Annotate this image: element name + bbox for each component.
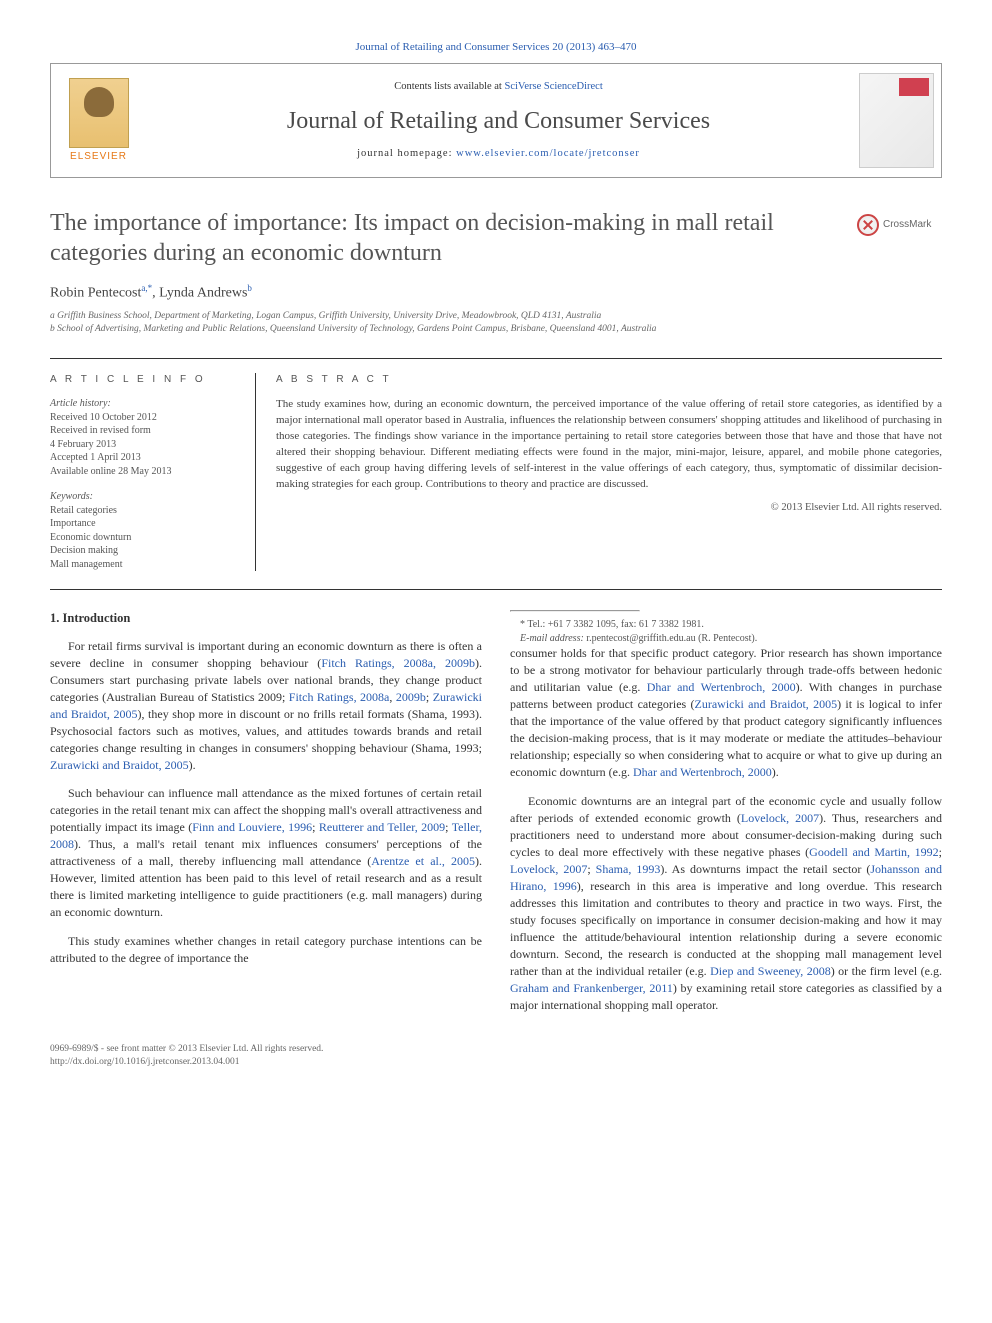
footnote-tel: * Tel.: +61 7 3382 1095, fax: 61 7 3382 … [510,618,942,632]
cite-link[interactable]: Shama, 1993 [596,862,661,876]
homepage-line: journal homepage: www.elsevier.com/locat… [357,147,640,162]
cite-link[interactable]: Lovelock, 2007 [510,862,587,876]
footer-issn: 0969-6989/$ - see front matter © 2013 El… [50,1043,942,1056]
cite-link[interactable]: Reutterer and Teller, 2009 [319,820,445,834]
cite-link[interactable]: Dhar and Wertenbroch, 2000 [647,680,796,694]
cover-image-icon [859,73,934,168]
crossmark-icon [857,214,879,236]
keywords: Keywords: Retail categories Importance E… [50,490,225,571]
footnote-email: E-mail address: r.pentecost@griffith.edu… [510,632,942,646]
abstract-copyright: © 2013 Elsevier Ltd. All rights reserved… [276,501,942,516]
publisher-name: ELSEVIER [70,150,127,164]
affiliation-b: b School of Advertising, Marketing and P… [50,323,942,336]
cite-link[interactable]: Diep and Sweeney, 2008 [710,964,831,978]
footer-doi: http://dx.doi.org/10.1016/j.jretconser.2… [50,1056,942,1069]
contents-label: Contents lists available at [394,81,502,92]
crossmark-label: CrossMark [883,218,931,232]
keyword-0: Retail categories [50,504,225,518]
keyword-4: Mall management [50,558,225,572]
elsevier-tree-icon [69,78,129,148]
scidirect-link[interactable]: SciVerse ScienceDirect [504,81,602,92]
keyword-1: Importance [50,517,225,531]
author-2-aff[interactable]: b [247,283,252,293]
author-2: , Lynda Andrews [152,286,247,301]
contents-line: Contents lists available at SciVerse Sci… [394,80,602,95]
footnote-separator [510,610,640,612]
para-1: For retail firms survival is important d… [50,638,482,774]
homepage-link[interactable]: www.elsevier.com/locate/jretconser [456,148,640,159]
para-2: Such behaviour can influence mall attend… [50,785,482,921]
cite-link[interactable]: Graham and Frankenberger, 2011 [510,981,673,995]
section-divider [50,589,942,590]
journal-cover-thumb [851,64,941,177]
top-citation: Journal of Retailing and Consumer Servic… [50,40,942,55]
cite-link[interactable]: Fitch Ratings, 2008a, 2009b [321,656,475,670]
body-columns: 1. Introduction For retail firms surviva… [50,610,942,1025]
cite-link[interactable]: Zurawicki and Braidot, 2005 [695,697,838,711]
homepage-label: journal homepage: [357,148,452,159]
history-received: Received 10 October 2012 [50,411,225,425]
corresponding-footnote: * Tel.: +61 7 3382 1095, fax: 61 7 3382 … [510,618,942,645]
cite-link[interactable]: Arentze et al., 2005 [371,854,475,868]
para-5: Economic downturns are an integral part … [510,793,942,1014]
footnote-email-label: E-mail address: [520,633,584,644]
para-4: consumer holds for that specific product… [510,645,942,781]
cite-link[interactable]: 2009b [396,690,426,704]
history-revised-1: Received in revised form [50,424,225,438]
history-accepted: Accepted 1 April 2013 [50,451,225,465]
page-footer: 0969-6989/$ - see front matter © 2013 El… [50,1043,942,1069]
cite-link[interactable]: Goodell and Martin, 1992 [809,845,938,859]
para-3: This study examines whether changes in r… [50,933,482,967]
history-revised-2: 4 February 2013 [50,438,225,452]
author-1: Robin Pentecost [50,286,141,301]
history-online: Available online 28 May 2013 [50,465,225,479]
affiliations: a Griffith Business School, Department o… [50,310,942,337]
authors: Robin Pentecosta,*, Lynda Andrewsb [50,282,942,303]
cite-link[interactable]: Lovelock, 2007 [741,811,819,825]
abstract-label: A B S T R A C T [276,373,942,387]
cite-link[interactable]: Dhar and Wertenbroch, 2000 [633,765,772,779]
article-info-label: A R T I C L E I N F O [50,373,225,387]
article-title: The importance of importance: Its impact… [50,208,842,268]
crossmark-badge[interactable]: CrossMark [857,214,942,236]
affiliation-a: a Griffith Business School, Department o… [50,310,942,323]
publisher-logo: ELSEVIER [51,64,146,177]
cite-link[interactable]: Fitch Ratings, 2008a [289,690,390,704]
header-center: Contents lists available at SciVerse Sci… [146,64,851,177]
history-head: Article history: [50,397,225,411]
article-history: Article history: Received 10 October 201… [50,397,225,478]
article-info-col: A R T I C L E I N F O Article history: R… [50,373,225,571]
abstract-text: The study examines how, during an econom… [276,397,942,493]
cite-link[interactable]: Finn and Louviere, 1996 [192,820,312,834]
footnote-email-value: r.pentecost@griffith.edu.au (R. Pentecos… [586,633,757,644]
keyword-2: Economic downturn [50,531,225,545]
abstract-col: A B S T R A C T The study examines how, … [255,373,942,571]
cite-link[interactable]: Zurawicki and Braidot, 2005 [50,758,189,772]
keywords-head: Keywords: [50,490,225,504]
section-1-heading: 1. Introduction [50,610,482,628]
journal-header: ELSEVIER Contents lists available at Sci… [50,63,942,178]
keyword-3: Decision making [50,544,225,558]
top-citation-link[interactable]: Journal of Retailing and Consumer Servic… [355,41,636,53]
journal-name: Journal of Retailing and Consumer Servic… [287,105,710,139]
